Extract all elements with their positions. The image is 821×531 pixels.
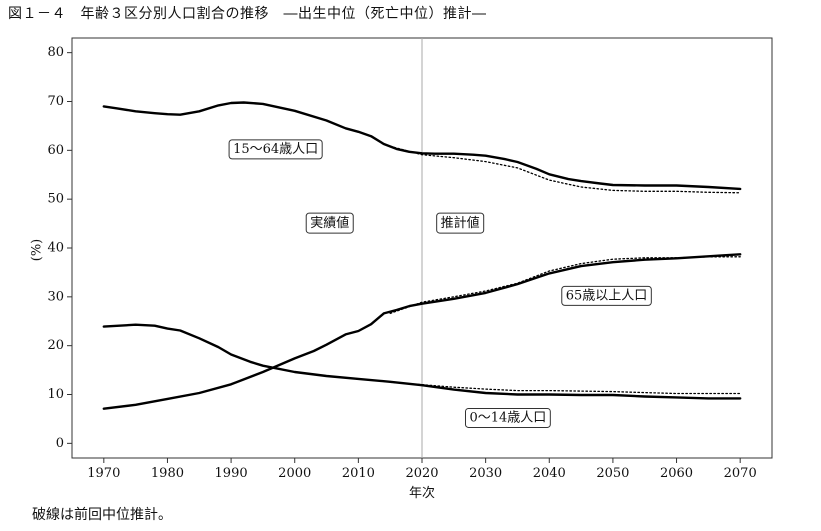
series-layer bbox=[102, 101, 742, 410]
series-label-box bbox=[561, 285, 652, 306]
y-axis-title: (%) bbox=[30, 239, 45, 262]
x-tick-label: 1990 bbox=[215, 466, 248, 481]
y-tick-label: 0 bbox=[56, 436, 64, 451]
y-tick-label: 10 bbox=[47, 387, 64, 402]
y-tick-label: 50 bbox=[47, 192, 64, 207]
x-tick-label: 2020 bbox=[405, 466, 438, 481]
region-label-text: 推計値 bbox=[441, 215, 480, 231]
series-line-4 bbox=[389, 256, 741, 315]
x-tick-label: 2060 bbox=[660, 466, 693, 481]
x-axis-title: 年次 bbox=[409, 485, 435, 501]
region-label-box bbox=[305, 212, 354, 234]
x-tick-label: 2000 bbox=[278, 466, 311, 481]
series-label: 15～64歳人口 bbox=[228, 139, 323, 160]
series-label-text: 65歳以上人口 bbox=[566, 288, 648, 303]
y-tick-label: 80 bbox=[47, 45, 64, 60]
series-label-box bbox=[228, 139, 323, 160]
series-line-3 bbox=[102, 253, 742, 410]
x-tick-label: 2030 bbox=[469, 466, 502, 481]
region-label-box bbox=[436, 212, 485, 234]
y-tick-label: 30 bbox=[47, 289, 64, 304]
series-line-2 bbox=[389, 145, 741, 194]
series-label-box bbox=[464, 407, 551, 428]
region-label: 実績値 bbox=[305, 212, 354, 234]
footnote: 破線は前回中位推計。 bbox=[32, 507, 172, 523]
labels-layer: 実績値 推計値 15～64歳人口 65歳以上人口 0～14歳人口 bbox=[228, 139, 652, 428]
region-label-text: 実績値 bbox=[310, 215, 349, 231]
x-tick-label: 2010 bbox=[342, 466, 375, 481]
y-tick-label: 60 bbox=[47, 143, 64, 158]
x-tick-label: 1980 bbox=[151, 466, 184, 481]
x-axis: 1970 1980 1990 2000 2010 2020 2030 2040 2050 2060… bbox=[87, 458, 757, 481]
series-line-6 bbox=[389, 381, 741, 395]
y-tick-label: 70 bbox=[47, 94, 64, 109]
series-label-text: 15～64歳人口 bbox=[233, 142, 318, 157]
series-label-text: 0～14歳人口 bbox=[469, 410, 546, 425]
series-line-5 bbox=[102, 323, 742, 400]
y-tick-label: 20 bbox=[47, 338, 64, 353]
region-label: 推計値 bbox=[436, 212, 485, 234]
x-tick-label: 2050 bbox=[596, 466, 629, 481]
x-tick-label: 1970 bbox=[87, 466, 120, 481]
y-axis: 0 10 20 30 40 50 60 70 80 bbox=[47, 45, 72, 451]
series-label: 65歳以上人口 bbox=[561, 285, 652, 306]
series-label: 0～14歳人口 bbox=[464, 407, 551, 428]
x-tick-label: 2070 bbox=[724, 466, 757, 481]
figure-title: 図１－４ 年齢３区分別人口割合の推移 ―出生中位（死亡中位）推計― bbox=[8, 6, 487, 22]
x-tick-label: 2040 bbox=[533, 466, 566, 481]
y-tick-label: 40 bbox=[47, 241, 64, 256]
